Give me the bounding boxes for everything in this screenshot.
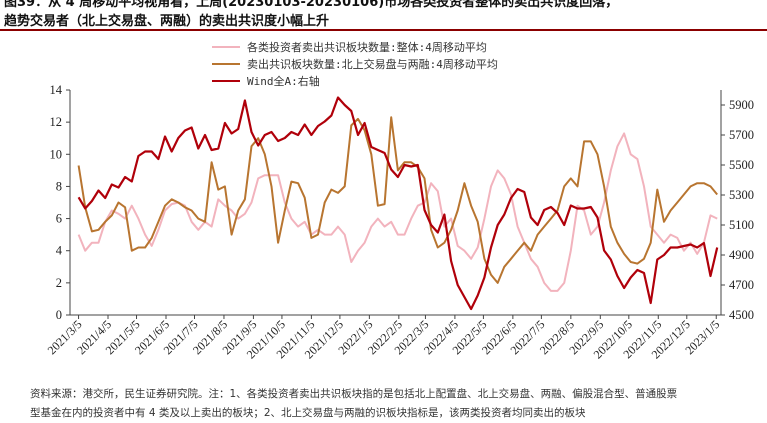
y-right-tick-label: 4700	[729, 278, 754, 292]
y-right-tick-label: 5700	[729, 128, 754, 142]
y-left-tick-label: 6	[56, 212, 62, 226]
y-left-tick-label: 12	[50, 115, 63, 129]
y-right-tick-label: 5900	[729, 98, 754, 112]
y-left-tick-label: 14	[50, 83, 63, 97]
source-note-line-1: 资料来源：港交所，民生证券研究院。注：1、各类投资者卖出共识板块指的是包括北上配…	[30, 388, 678, 400]
series-line-1	[77, 132, 718, 292]
y-right-tick-label: 5100	[729, 218, 754, 232]
y-right-tick-label: 4500	[729, 308, 754, 322]
figure-title-line-2: 趋势交易者（北上交易盘、两融）的卖出共识度小幅上升	[4, 14, 330, 29]
y-left-tick-label: 8	[56, 179, 62, 193]
legend-label-2: 卖出共识板块数量:北上交易盘与两融:4周移动平均	[247, 57, 498, 71]
y-right-tick-label: 4900	[729, 248, 754, 262]
series-line-3	[77, 96, 719, 311]
y-left-tick-label: 4	[56, 244, 63, 258]
source-note: 资料来源：港交所，民生证券研究院。注：1、各类投资者卖出共识板块指的是包括北上配…	[30, 385, 765, 423]
y-left-tick-label: 10	[50, 147, 63, 161]
y-left-tick-label: 2	[56, 276, 62, 290]
legend-label-1: 各类投资者卖出共识板块数量:整体:4周移动平均	[247, 40, 487, 54]
y-left-tick-label: 0	[56, 308, 62, 322]
figure-title: 图39：从 4 周移动平均视角看，上周(20230103-20230106)市场…	[4, 0, 764, 31]
consensus-dual-axis-line-chart: 0 2 4 6 8 10 12 14 4500 4700 4900 5100 5300 5500 5700 5…	[45, 40, 754, 362]
legend-label-3: Wind全A:右轴	[247, 74, 320, 88]
series-line-2	[77, 116, 718, 284]
y-right-tick-label: 5300	[729, 188, 754, 202]
figure-title-line-1: 图39：从 4 周移动平均视角看，上周(20230103-20230106)市场…	[4, 0, 619, 10]
title-divider	[0, 29, 767, 31]
source-note-line-2: 型基金在内的投资者中有 4 类及以上卖出的板块；2、北上交易盘与两融的识板块指标…	[30, 407, 586, 419]
y-right-tick-label: 5500	[729, 158, 754, 172]
